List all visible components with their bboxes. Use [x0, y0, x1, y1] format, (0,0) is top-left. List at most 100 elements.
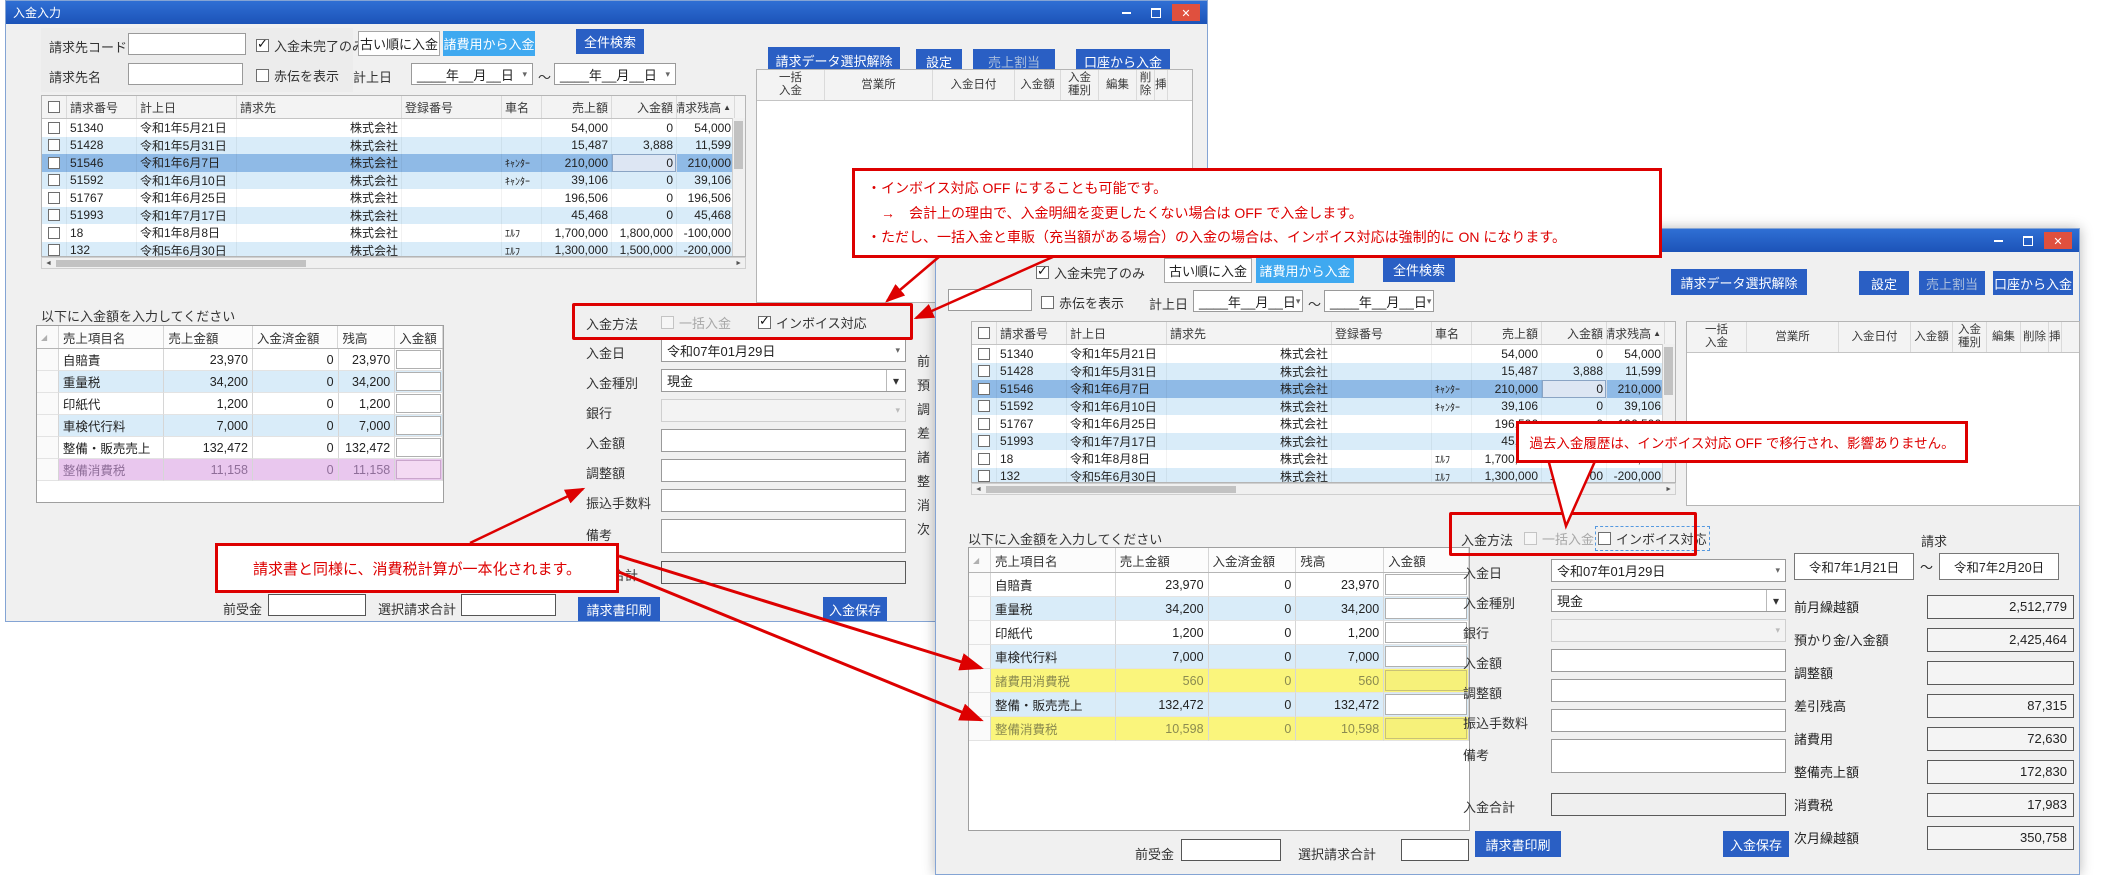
col-paid[interactable]: 入金額	[612, 96, 677, 118]
payment-type-combo[interactable]: 現金 ▾	[661, 369, 906, 392]
col-invoice-no[interactable]: 請求番号	[997, 322, 1067, 344]
posting-date-from-combo[interactable]: ____年__月__日 ▾	[411, 63, 533, 85]
red-slip-checkbox[interactable]: 赤伝を表示	[256, 66, 339, 85]
payment-amount-cell[interactable]	[396, 416, 442, 435]
payment-amount-cell[interactable]	[396, 460, 442, 479]
item-row[interactable]: 重量税 34,200 0 34,200	[37, 371, 443, 393]
selected-total-input[interactable]	[461, 594, 556, 616]
row-checkbox[interactable]	[48, 174, 60, 187]
history-col-header[interactable]: 削除	[1137, 70, 1155, 100]
memo-input[interactable]	[661, 519, 906, 553]
row-checkbox[interactable]	[978, 417, 990, 430]
adjust-input[interactable]	[1551, 679, 1786, 702]
bulk-payment-checkbox[interactable]: 一括入金	[1524, 529, 1594, 548]
incomplete-only-checkbox[interactable]: 入金未完了のみ	[256, 36, 365, 55]
scroll-right-icon[interactable]: ►	[735, 259, 742, 267]
selected-total-input[interactable]	[1401, 839, 1469, 861]
billing-code-input[interactable]	[128, 33, 246, 55]
col-sales[interactable]: 売上額	[1472, 322, 1542, 344]
payment-type-combo[interactable]: 現金 ▾	[1551, 589, 1786, 612]
row-checkbox[interactable]	[48, 139, 60, 152]
invoice-support-checkbox[interactable]: インボイス対応	[758, 313, 867, 332]
billing-row[interactable]: 51546 令和1年6月7日 株式会社 ｷｬﾝﾀｰ 210,000 0 210,…	[972, 380, 1675, 398]
item-row[interactable]: 整備消費税 10,598 0 10,598	[969, 717, 1469, 741]
billing-name-input[interactable]	[128, 63, 243, 85]
deselect-billing-button[interactable]: 請求データ選択解除	[768, 47, 900, 73]
select-all-checkbox[interactable]	[48, 101, 60, 113]
adjust-input[interactable]	[661, 459, 906, 482]
history-col-header[interactable]: 入金日付	[933, 70, 1015, 100]
item-row[interactable]: 車検代行料 7,000 0 7,000	[969, 645, 1469, 669]
billing-row[interactable]: 18 令和1年8月8日 株式会社 ｴﾙﾌ 1,700,000 1,800,000…	[42, 224, 745, 242]
settings-button[interactable]: 設定	[1859, 271, 1909, 295]
billing-row[interactable]: 51993 令和1年7月17日 株式会社 45,468 0 45,468	[42, 206, 745, 224]
sales-allocation-button[interactable]: 売上割当	[1919, 271, 1985, 295]
item-row[interactable]: 自賠責 23,970 0 23,970	[969, 573, 1469, 597]
horizontal-scrollbar[interactable]: ◄ ►	[971, 483, 1676, 495]
incomplete-only-checkbox[interactable]: 入金未完了のみ	[1036, 263, 1145, 282]
history-col-header[interactable]: 入金額	[1015, 70, 1061, 100]
pay-from-expenses-button[interactable]: 諸費用から入金	[1256, 258, 1354, 283]
billing-row[interactable]: 51340 令和1年5月21日 株式会社 54,000 0 54,000	[42, 119, 745, 137]
row-checkbox[interactable]	[978, 400, 990, 413]
row-checkbox[interactable]	[48, 244, 60, 256]
row-checkbox[interactable]	[48, 209, 60, 222]
history-col-header[interactable]: 挿	[1155, 70, 1168, 100]
item-row[interactable]: 印紙代 1,200 0 1,200	[969, 621, 1469, 645]
payment-amount-cell[interactable]	[396, 350, 442, 369]
vertical-scrollbar[interactable]	[732, 118, 745, 256]
col-balance[interactable]: 請求残高 ▲	[677, 96, 735, 118]
item-row[interactable]: 印紙代 1,200 0 1,200	[37, 393, 443, 415]
payment-amount-cell[interactable]	[1385, 694, 1467, 715]
billing-row[interactable]: 51428 令和1年5月31日 株式会社 15,487 3,888 11,599	[972, 362, 1675, 380]
history-col-header[interactable]: 営業所	[1747, 322, 1839, 352]
item-row[interactable]: 整備消費税 11,158 0 11,158	[37, 459, 443, 481]
save-payment-button[interactable]: 入金保存	[823, 597, 887, 621]
fee-input[interactable]	[661, 489, 906, 512]
col-client[interactable]: 請求先	[237, 96, 402, 118]
item-row[interactable]: 重量税 34,200 0 34,200	[969, 597, 1469, 621]
search-all-button[interactable]: 全件検索	[576, 29, 644, 54]
invoice-support-checkbox[interactable]: インボイス対応	[1595, 526, 1710, 551]
search-all-button[interactable]: 全件検索	[1383, 257, 1455, 282]
scroll-left-icon[interactable]: ◄	[975, 485, 982, 493]
payment-date-combo[interactable]: 令和07年01月29日 ▾	[1551, 559, 1786, 582]
billing-row[interactable]: 51592 令和1年6月10日 株式会社 ｷｬﾝﾀｰ 39,106 0 39,1…	[972, 397, 1675, 415]
col-registration[interactable]: 登録番号	[1332, 322, 1432, 344]
row-checkbox[interactable]	[48, 121, 60, 134]
history-col-header[interactable]: 営業所	[825, 70, 933, 100]
advance-input[interactable]	[268, 594, 366, 616]
close-button[interactable]	[1172, 4, 1200, 21]
scroll-left-icon[interactable]: ◄	[45, 259, 52, 267]
billing-row[interactable]: 132 令和5年6月30日 株式会社 ｴﾙﾌ 1,300,000 1,500,0…	[42, 241, 745, 256]
pay-from-expenses-button[interactable]: 諸費用から入金	[443, 31, 535, 56]
payment-amount-cell[interactable]	[1385, 670, 1467, 691]
billing-row[interactable]: 51767 令和1年6月25日 株式会社 196,506 0 196,506	[972, 415, 1675, 433]
select-all-checkbox[interactable]	[978, 327, 990, 339]
fee-input[interactable]	[1551, 709, 1786, 732]
minimize-button[interactable]	[1112, 4, 1140, 21]
bulk-payment-checkbox[interactable]: 一括入金	[661, 313, 731, 332]
col-posting-date[interactable]: 計上日	[137, 96, 237, 118]
billing-row[interactable]: 51993 令和1年7月17日 株式会社 45,468 0 45,468	[972, 432, 1675, 450]
history-col-header[interactable]: 入金 種別	[1953, 322, 1987, 352]
payment-amount-cell[interactable]	[1385, 622, 1467, 643]
row-checkbox[interactable]	[978, 347, 990, 360]
payment-date-combo[interactable]: 令和07年01月29日 ▾	[661, 339, 906, 362]
save-payment-button[interactable]: 入金保存	[1723, 831, 1789, 857]
history-col-header[interactable]: 挿	[2049, 322, 2062, 352]
col-car[interactable]: 車名	[1432, 322, 1472, 344]
history-col-header[interactable]: 削除	[2021, 322, 2049, 352]
col-paid[interactable]: 入金額	[1542, 322, 1607, 344]
red-slip-checkbox[interactable]: 赤伝を表示	[1041, 293, 1124, 312]
billing-row[interactable]: 51546 令和1年6月7日 株式会社 ｷｬﾝﾀｰ 210,000 0 210,…	[42, 154, 745, 172]
payment-amount-cell[interactable]	[396, 394, 442, 413]
item-row[interactable]: 整備・販売売上 132,472 0 132,472	[969, 693, 1469, 717]
col-invoice-no[interactable]: 請求番号	[67, 96, 137, 118]
oldest-first-button[interactable]: 古い順に入金	[1164, 258, 1252, 283]
history-col-header[interactable]: 入金 種別	[1061, 70, 1099, 100]
payment-amount-cell[interactable]	[396, 372, 442, 391]
posting-date-to-combo[interactable]: ____年__月__日 ▾	[1324, 290, 1434, 312]
deselect-billing-button[interactable]: 請求データ選択解除	[1671, 269, 1807, 295]
payment-amount-cell[interactable]	[1385, 718, 1467, 739]
